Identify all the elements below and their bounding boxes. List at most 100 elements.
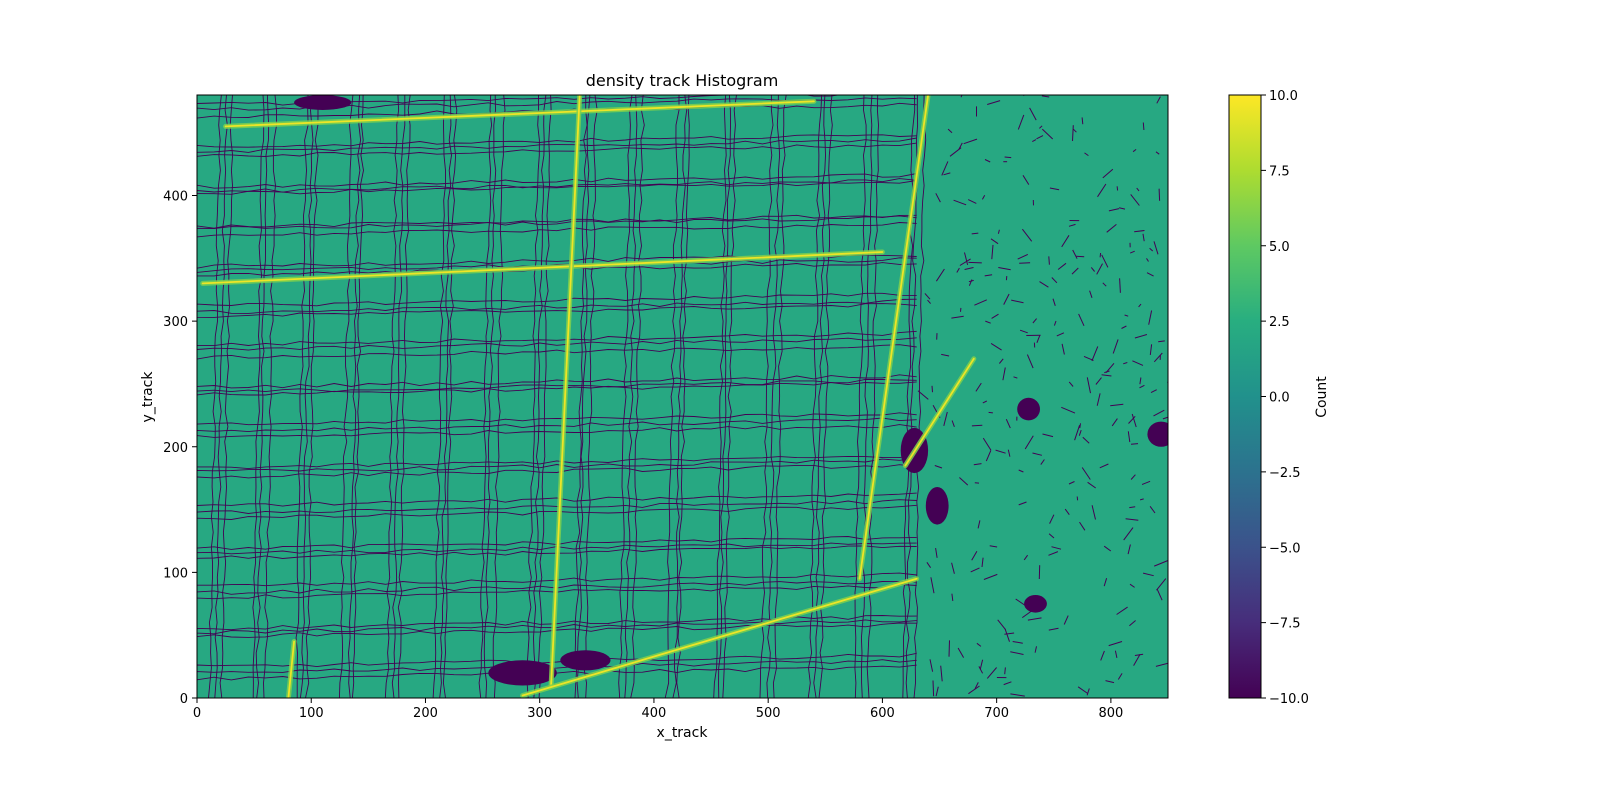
low-density-segment xyxy=(1117,673,1123,680)
low-density-segment xyxy=(1032,139,1037,143)
low-density-segment xyxy=(1156,588,1163,601)
low-density-segment xyxy=(1150,389,1157,394)
colorbar-tick-label: −7.5 xyxy=(1269,617,1301,632)
grid-line-horizontal xyxy=(197,303,917,318)
low-density-segment xyxy=(1017,114,1025,130)
low-density-segment xyxy=(1134,653,1144,656)
low-density-segment xyxy=(985,320,991,324)
low-density-segment xyxy=(1056,332,1065,337)
grid-line-horizontal xyxy=(197,180,917,195)
grid-line-horizontal xyxy=(197,417,917,433)
low-density-segment xyxy=(1119,278,1121,293)
low-density-segment xyxy=(1089,290,1093,298)
low-density-segment xyxy=(1134,230,1145,233)
low-density-segment xyxy=(1124,314,1129,317)
low-density-segment xyxy=(959,258,971,266)
grid-line-vertical xyxy=(439,95,452,698)
low-density-segment xyxy=(997,229,1000,234)
low-density-segment xyxy=(1134,334,1148,339)
low-density-segment xyxy=(1127,431,1131,443)
grid-line-horizontal xyxy=(197,222,917,238)
low-density-segment xyxy=(1131,413,1137,428)
low-density-segment xyxy=(951,593,954,602)
low-density-segment xyxy=(1127,544,1131,555)
low-density-segment xyxy=(941,161,949,176)
low-density-segment xyxy=(1004,632,1015,635)
grid-line-horizontal xyxy=(197,137,917,153)
low-density-segment xyxy=(1095,377,1102,385)
x-tick-label: 0 xyxy=(193,706,201,721)
grid-line-horizontal xyxy=(197,619,917,635)
grid-line-vertical xyxy=(252,95,265,698)
low-density-segment xyxy=(1041,128,1054,140)
low-density-segment xyxy=(1133,653,1141,666)
x-tick-label: 200 xyxy=(413,706,438,721)
low-density-segment xyxy=(953,199,967,206)
plot-frame xyxy=(196,94,1169,699)
high-density-street-core xyxy=(521,577,918,697)
low-density-segment xyxy=(1061,235,1070,248)
low-density-segment xyxy=(1125,518,1139,521)
grid-line-horizontal xyxy=(197,178,917,193)
low-density-segment xyxy=(988,411,993,414)
colorbar-tick-label: 0.0 xyxy=(1269,391,1290,406)
colorbar-tick-label: 5.0 xyxy=(1269,240,1290,255)
low-density-segment xyxy=(1155,151,1160,155)
low-density-segment xyxy=(1039,125,1043,129)
low-density-segment xyxy=(1061,406,1076,414)
low-density-segment xyxy=(1036,335,1041,343)
grid-line-horizontal xyxy=(197,330,917,347)
low-density-segment xyxy=(971,424,983,427)
low-density-segment xyxy=(977,520,981,529)
low-density-segment xyxy=(1026,354,1034,369)
grid-line-vertical xyxy=(722,95,737,698)
low-density-segment xyxy=(927,299,931,304)
grid-line-vertical xyxy=(483,95,497,698)
low-density-segment xyxy=(1110,403,1124,407)
grid-line-vertical xyxy=(295,95,309,698)
low-density-segment xyxy=(1068,481,1075,485)
high-density-street-core xyxy=(904,357,975,467)
low-density-blob xyxy=(1024,595,1047,613)
grid-line-vertical xyxy=(664,95,680,698)
low-density-segment xyxy=(982,437,992,451)
low-density-segment xyxy=(931,385,933,393)
low-density-segment xyxy=(1072,249,1078,259)
low-density-segment xyxy=(964,267,974,270)
low-density-segment xyxy=(1018,501,1027,506)
grid-line-horizontal xyxy=(197,583,917,600)
low-density-segment xyxy=(1084,152,1089,157)
low-density-segment xyxy=(971,551,978,561)
low-density-segment xyxy=(1039,281,1049,288)
low-density-segment xyxy=(964,252,969,266)
low-density-segment xyxy=(1100,650,1105,661)
grid-line-horizontal xyxy=(197,412,917,426)
grid-line-horizontal xyxy=(197,381,917,396)
low-density-segment xyxy=(1162,416,1168,420)
chart-title: density track Histogram xyxy=(586,71,779,90)
grid-line-vertical xyxy=(913,95,927,698)
colorbar-tick-label: −2.5 xyxy=(1269,466,1301,481)
grid-line-vertical xyxy=(574,95,588,698)
grid-line-vertical xyxy=(672,95,688,698)
low-density-segment xyxy=(1004,667,1006,675)
grid-line-vertical xyxy=(676,95,690,698)
low-density-segment xyxy=(1142,122,1145,131)
low-density-segment xyxy=(1139,377,1142,385)
low-density-segment xyxy=(1142,572,1154,577)
low-density-segment xyxy=(1123,362,1128,365)
low-density-segment xyxy=(1103,545,1112,552)
low-density-segment xyxy=(1141,480,1151,485)
low-density-segment xyxy=(1068,381,1074,387)
grid-line-horizontal xyxy=(197,622,917,638)
low-density-blob xyxy=(294,95,352,110)
low-density-segment xyxy=(974,682,979,690)
grid-line-vertical xyxy=(397,95,411,698)
grid-line-vertical xyxy=(492,95,506,698)
colorbar-label: Count xyxy=(1314,376,1330,418)
low-density-segment xyxy=(985,450,992,462)
low-density-segment xyxy=(1034,646,1037,653)
low-density-segment xyxy=(1078,313,1085,327)
low-density-segment xyxy=(1073,128,1077,133)
low-density-segment xyxy=(1129,506,1136,509)
